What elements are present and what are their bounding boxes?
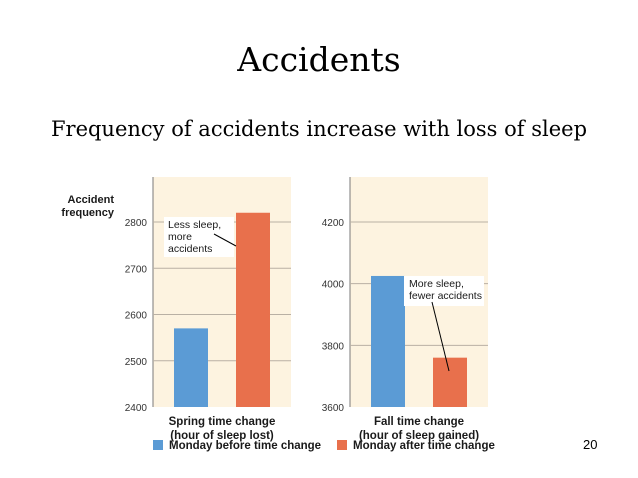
y-axis-label-line: frequency bbox=[61, 207, 114, 219]
chart-1-y-tick-label: 2800 bbox=[125, 218, 148, 229]
chart-2-x-label-line: (hour of sleep gained) bbox=[359, 430, 479, 442]
chart-1-plot-area bbox=[153, 177, 291, 407]
chart-1-x-label-line: (hour of sleep lost) bbox=[170, 430, 274, 442]
slide-subtitle: Frequency of accidents increase with los… bbox=[50, 117, 588, 141]
chart-2-bar-after bbox=[433, 357, 467, 407]
legend-label-before: Monday before time change bbox=[169, 440, 321, 452]
chart-1-y-tick-label: 2400 bbox=[125, 403, 148, 414]
chart-1-x-label-line: Spring time change bbox=[169, 416, 276, 428]
slide-title: Accidents bbox=[237, 40, 401, 79]
chart-2-bar-before bbox=[371, 275, 405, 407]
chart-1-annotation-pointer bbox=[213, 233, 237, 247]
chart-2-annotation-pointer bbox=[431, 301, 450, 372]
chart-2-y-tick-label: 4200 bbox=[322, 218, 345, 229]
chart-1-annotation-line: Less sleep, bbox=[168, 219, 221, 231]
chart-1-annotation-box bbox=[164, 217, 234, 257]
chart-1-annotation-line: more bbox=[168, 231, 192, 243]
legend-swatch-before bbox=[153, 440, 163, 450]
chart-1-y-tick-label: 2700 bbox=[125, 264, 148, 275]
legend-swatch-after bbox=[337, 440, 347, 450]
chart-2-y-tick-label: 4000 bbox=[322, 280, 345, 291]
chart-2-y-tick-label: 3800 bbox=[322, 341, 345, 352]
chart-2-annotation-line: fewer accidents bbox=[409, 290, 482, 302]
legend-label-after: Monday after time change bbox=[353, 440, 495, 452]
chart-1-bar-before bbox=[174, 328, 208, 407]
chart-1-annotation-line: accidents bbox=[168, 243, 212, 255]
chart-1-y-tick-label: 2500 bbox=[125, 357, 148, 368]
chart-1-bar-after bbox=[236, 212, 270, 407]
chart-2-x-label-line: Fall time change bbox=[374, 416, 464, 428]
chart-2-y-tick-label: 3600 bbox=[322, 403, 345, 414]
chart-2-annotation-line: More sleep, bbox=[409, 278, 464, 290]
chart-2-annotation-box bbox=[404, 276, 484, 306]
page-number: 20 bbox=[583, 437, 598, 452]
chart-1-y-tick-label: 2600 bbox=[125, 311, 148, 322]
y-axis-label-line: Accident bbox=[68, 194, 115, 206]
